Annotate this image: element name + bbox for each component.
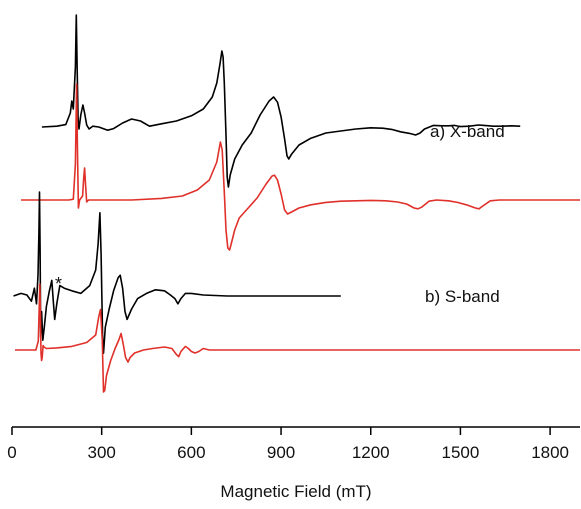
series-line-panel-b-simulation [15,283,580,393]
panel-label-s-band: b) S-band [425,287,500,306]
x-tick-label: 1500 [442,443,480,462]
x-tick-label: 1800 [531,443,569,462]
series-line-panel-a-simulation [21,83,580,251]
x-tick-label: 300 [87,443,115,462]
x-tick-label: 900 [267,443,295,462]
annotation-asterisk: * [55,274,62,294]
x-tick-label: 0 [7,443,16,462]
series-line-panel-a-experimental [41,14,521,188]
panel-label-x-band: a) X-band [430,122,505,141]
series-layer [13,14,580,393]
series-line-panel-b-experimental [13,191,341,354]
x-axis-ticks: 0 300 600 900 1200 1500 1800 [7,427,569,462]
x-axis-title: Magnetic Field (mT) [220,482,371,501]
x-tick-label: 600 [177,443,205,462]
x-tick-label: 1200 [352,443,390,462]
